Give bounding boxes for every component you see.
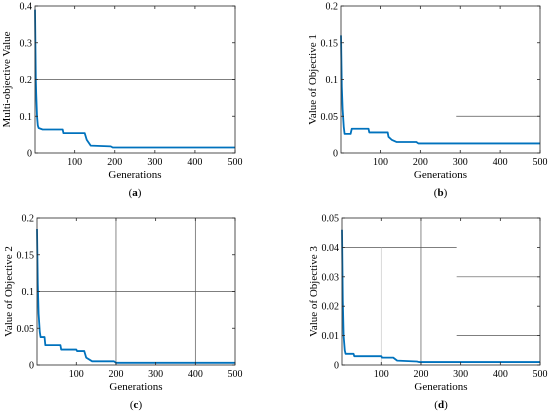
- y-axis-label: Multi-objective Value: [1, 31, 13, 127]
- x-tick-label: 400: [188, 369, 203, 380]
- subplot-caption: (a): [129, 187, 142, 199]
- x-tick-label: 300: [148, 369, 163, 380]
- y-tick-label: 0.02: [322, 302, 340, 313]
- x-tick-label: 400: [493, 369, 508, 380]
- y-tick-label: 0: [27, 149, 32, 160]
- y-tick-label: 0.1: [22, 287, 35, 298]
- x-tick-label: 300: [147, 157, 162, 168]
- y-tick-label: 0.05: [321, 112, 339, 123]
- x-tick-label: 500: [228, 157, 243, 168]
- y-tick-label: 0.05: [17, 324, 35, 335]
- series-line: [340, 35, 540, 145]
- y-tick-label: 0.15: [321, 38, 339, 49]
- subplot-c: 100 200 300 400 500 0 0.05 0.1 0.15 0.2 Generation…: [3, 214, 243, 412]
- subplot-caption: (c): [130, 399, 143, 411]
- x-axis-label: Generations: [414, 381, 467, 393]
- y-tick-label: 0.2: [20, 75, 33, 86]
- x-tick-label: 200: [107, 157, 122, 168]
- subplot-a: 100 200 300 400 500 0 0.1 0.2 0.3 0.4 Generations M…: [1, 2, 243, 200]
- y-tick-label: 0: [333, 149, 338, 160]
- y-tick-label: 0.15: [17, 250, 35, 261]
- series-line: [341, 229, 540, 363]
- y-axis-label: Value of Objective 3: [308, 246, 320, 337]
- x-tick-label: 500: [533, 157, 548, 168]
- x-axis-label: Generations: [414, 169, 467, 181]
- x-tick-label: 100: [374, 369, 389, 380]
- x-tick-label: 200: [413, 369, 428, 380]
- y-tick-label: 0.04: [322, 243, 340, 254]
- y-tick-label: 0.2: [326, 2, 339, 13]
- y-tick-label: 0: [29, 361, 34, 372]
- series-line: [36, 229, 235, 364]
- x-tick-label: 200: [413, 157, 428, 168]
- y-tick-label: 0.1: [326, 75, 339, 86]
- x-tick-label: 400: [493, 157, 508, 168]
- x-tick-label: 300: [453, 157, 468, 168]
- x-tick-label: 500: [533, 369, 548, 380]
- x-tick-label: 100: [69, 369, 84, 380]
- y-tick-label: 0.03: [322, 272, 340, 283]
- y-tick-label: 0: [334, 361, 339, 372]
- subplot-caption: (d): [434, 399, 448, 411]
- x-tick-label: 300: [453, 369, 468, 380]
- y-tick-label: 0.01: [322, 331, 340, 342]
- y-axis-label: Value of Objective 2: [3, 246, 15, 337]
- axes-box: [340, 5, 541, 154]
- subplot-d: 100 200 300 400 500 0 0.01 0.02 0.03 0.04 0.05 Gene…: [308, 214, 548, 412]
- x-tick-label: 100: [373, 157, 388, 168]
- x-tick-label: 100: [67, 157, 82, 168]
- y-tick-label: 0.05: [322, 214, 340, 225]
- axes-box: [341, 217, 541, 366]
- y-tick-label: 0.1: [20, 112, 33, 123]
- y-tick-label: 0.4: [20, 2, 33, 13]
- subplot-b: 100 200 300 400 500 0 0.05 0.1 0.15 0.2 Generation…: [307, 2, 548, 200]
- x-axis-label: Generations: [109, 381, 162, 393]
- y-tick-label: 0.3: [20, 38, 33, 49]
- y-axis-label: Value of Objective 1: [307, 34, 319, 125]
- y-tick-label: 0.2: [22, 214, 35, 225]
- x-tick-label: 200: [108, 369, 123, 380]
- x-axis-label: Generations: [108, 169, 161, 181]
- subplot-caption: (b): [434, 187, 448, 199]
- x-tick-label: 400: [187, 157, 202, 168]
- x-tick-label: 500: [228, 369, 243, 380]
- series-line: [34, 9, 235, 149]
